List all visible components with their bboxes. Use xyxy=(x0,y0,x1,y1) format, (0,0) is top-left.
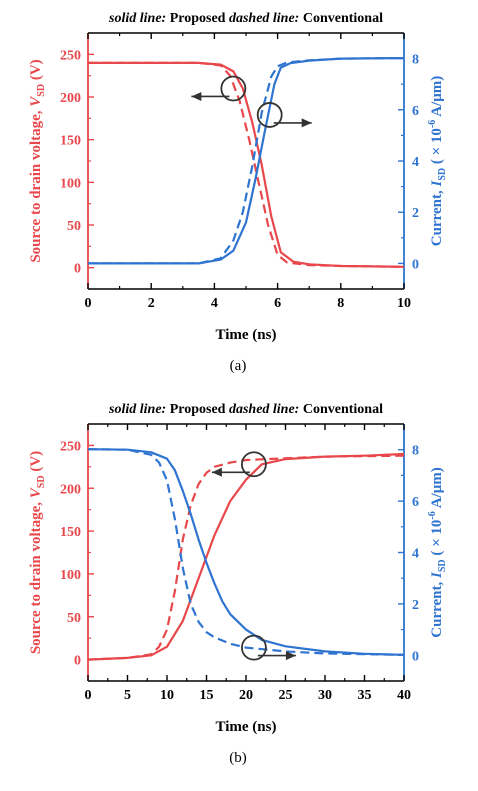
x-tick-label: 0 xyxy=(85,296,92,311)
figure-caption: (b) xyxy=(229,750,247,766)
y-left-tick-label: 0 xyxy=(74,262,81,277)
y-right-tick-label: 2 xyxy=(412,206,419,221)
y-left-tick-label: 250 xyxy=(60,48,81,63)
chart-panel-a: solid line: Proposed dashed line: Conven… xyxy=(28,11,448,374)
y-left-label-sub: SD xyxy=(36,84,47,97)
y-left-tick-label: 100 xyxy=(60,568,81,583)
y-left-tick-label: 200 xyxy=(60,91,81,106)
x-tick-label: 0 xyxy=(85,688,92,703)
legend-solid-key: solid line: xyxy=(108,11,166,26)
y-left-tick-label: 100 xyxy=(60,176,81,191)
y-left-tick-label: 250 xyxy=(60,439,81,454)
y-left-tick-label: 150 xyxy=(60,525,81,540)
y-left-tick-label: 50 xyxy=(67,611,81,626)
y-right-tick-label: 0 xyxy=(412,649,419,664)
y-right-label-pre: ( × 10 xyxy=(429,520,445,560)
y-left-tick-label: 200 xyxy=(60,482,81,497)
y-right-tick-label: 0 xyxy=(412,257,419,272)
x-tick-label: 2 xyxy=(148,296,155,311)
x-tick-label: 35 xyxy=(358,688,372,703)
current-series-dashed xyxy=(88,57,404,265)
chart-title: solid line: Proposed dashed line: Conven… xyxy=(108,11,383,26)
x-axis-label: Time (ns) xyxy=(216,327,277,343)
y-right-label-var: I xyxy=(429,179,445,187)
y-left-tick-label: 0 xyxy=(74,654,81,669)
y-right-tick-label: 2 xyxy=(412,598,419,613)
y-right-label-exp: -6 xyxy=(427,511,438,519)
y-left-label-sub: SD xyxy=(36,475,47,488)
y-right-label-unit: A/μm) xyxy=(429,76,445,120)
legend-dashed-label: Conventional xyxy=(299,402,383,417)
y-right-tick-label: 8 xyxy=(412,444,419,459)
legend-solid-label: Proposed xyxy=(166,402,225,417)
y-right-label-main: Current, xyxy=(429,578,445,638)
annotation-arrow-head-right xyxy=(301,118,312,128)
chart-title: solid line: Proposed dashed line: Conven… xyxy=(108,402,383,417)
y-left-axis-label: Source to drain voltage, VSD (V) xyxy=(28,451,47,654)
legend-solid-key: solid line: xyxy=(108,402,166,417)
y-left-label-main: Source to drain voltage, xyxy=(28,498,44,654)
annotation-circle xyxy=(256,102,283,128)
y-left-axis-label: Source to drain voltage, VSD (V) xyxy=(28,59,47,262)
x-tick-label: 4 xyxy=(211,296,218,311)
x-tick-label: 10 xyxy=(160,688,174,703)
chart-panel-b: solid line: Proposed dashed line: Conven… xyxy=(28,402,448,766)
y-right-axis-label: Current, ISD ( × 10-6 A/μm) xyxy=(427,467,448,637)
voltage-series-solid xyxy=(88,61,404,268)
x-tick-label: 8 xyxy=(337,296,344,311)
y-right-tick-label: 6 xyxy=(412,104,419,119)
y-right-tick-label: 6 xyxy=(412,495,419,510)
y-right-label-unit: A/μm) xyxy=(429,467,445,511)
annotation-arrow-head-left xyxy=(211,467,222,477)
annotation-circle xyxy=(220,75,247,102)
y-left-label-unit: (V) xyxy=(28,451,44,476)
annotation-circle xyxy=(240,451,267,478)
y-left-tick-label: 50 xyxy=(67,219,81,234)
x-tick-label: 15 xyxy=(200,688,214,703)
y-right-tick-label: 4 xyxy=(412,155,419,170)
x-axis-label: Time (ns) xyxy=(216,719,277,735)
annotation-arrow-head-right xyxy=(285,651,296,661)
y-right-label-sub: SD xyxy=(437,559,448,572)
y-right-label-sub: SD xyxy=(437,168,448,181)
x-tick-label: 30 xyxy=(318,688,332,703)
y-right-label-pre: ( × 10 xyxy=(429,128,445,168)
x-tick-label: 6 xyxy=(274,296,281,311)
y-right-label-main: Current, xyxy=(429,186,445,246)
voltage-series-dashed xyxy=(88,454,404,661)
y-right-axis-label: Current, ISD ( × 10-6 A/μm) xyxy=(427,76,448,246)
y-left-label-unit: (V) xyxy=(28,59,44,84)
annotation-arrow-head-left xyxy=(191,91,202,101)
x-tick-label: 20 xyxy=(239,688,253,703)
x-tick-label: 40 xyxy=(397,688,411,703)
legend-dashed-key: dashed line: xyxy=(225,402,299,417)
y-right-tick-label: 8 xyxy=(412,53,419,68)
y-left-tick-label: 150 xyxy=(60,134,81,149)
y-right-label-var: I xyxy=(429,571,445,579)
current-series-solid xyxy=(88,448,404,656)
legend-dashed-key: dashed line: xyxy=(225,11,299,26)
y-right-tick-label: 4 xyxy=(412,547,419,562)
y-left-label-main: Source to drain voltage, xyxy=(28,107,44,263)
y-right-label-exp: -6 xyxy=(427,120,438,128)
legend-solid-label: Proposed xyxy=(166,11,225,26)
x-tick-label: 10 xyxy=(397,296,411,311)
legend-dashed-label: Conventional xyxy=(299,11,383,26)
x-tick-label: 25 xyxy=(279,688,293,703)
x-tick-label: 5 xyxy=(124,688,131,703)
y-left-label-var: V xyxy=(28,95,44,107)
figure-caption: (a) xyxy=(230,358,247,374)
y-left-label-var: V xyxy=(28,486,44,498)
voltage-series-dashed xyxy=(88,61,404,268)
annotation-circle xyxy=(240,634,267,661)
